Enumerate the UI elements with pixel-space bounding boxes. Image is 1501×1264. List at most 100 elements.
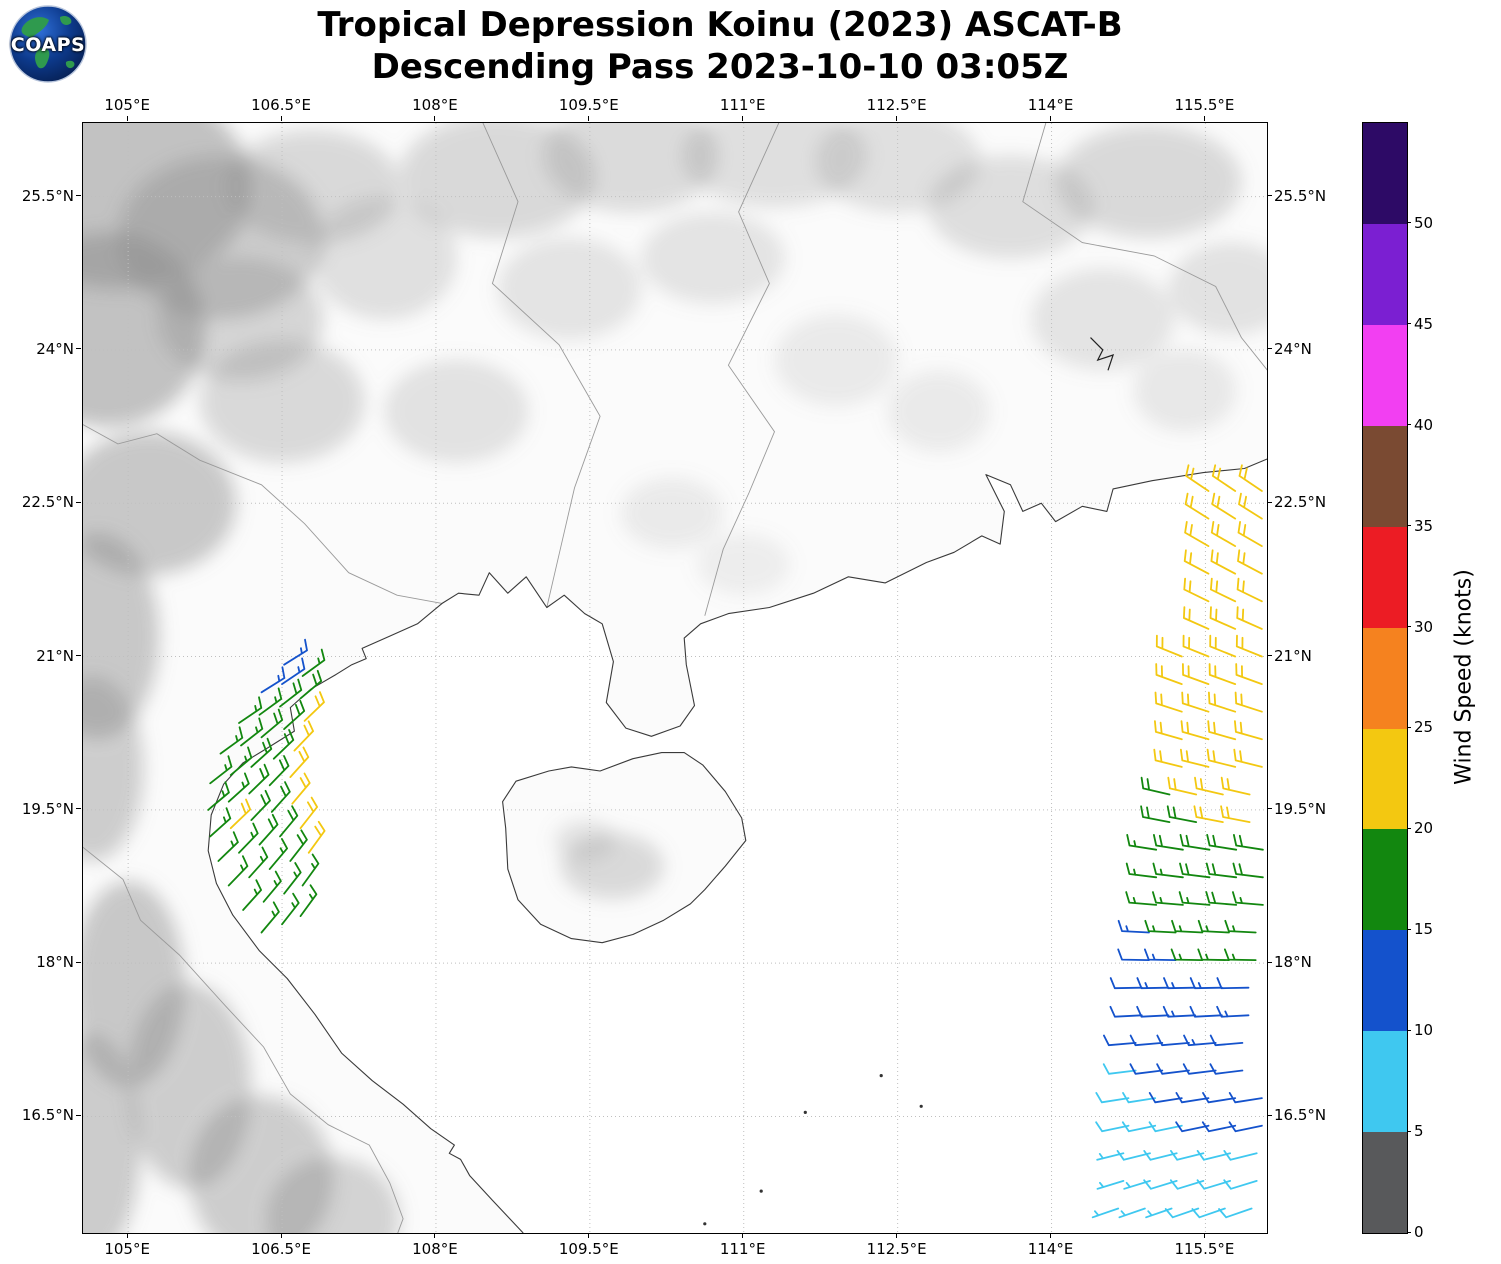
x-tick-label-top: 109.5°E: [558, 96, 619, 114]
wind-barb: [1156, 1063, 1190, 1075]
wind-barb: [303, 691, 325, 722]
grid-layer: [83, 123, 1267, 1233]
wind-barb: [1206, 834, 1238, 851]
colorbar-segment: [1363, 829, 1407, 931]
wind-barb: [1126, 834, 1158, 851]
x-tick-mark: [434, 1233, 436, 1238]
wind-barb: [238, 822, 259, 854]
coaps-logo-text: COAPS: [10, 34, 86, 56]
colorbar-tick-mark: [1407, 626, 1411, 628]
wind-barb: [262, 870, 282, 903]
coaps-logo: COAPS: [8, 4, 88, 84]
wind-barb: [307, 820, 326, 854]
wind-barb: [1144, 919, 1177, 934]
x-tick-mark: [1050, 116, 1052, 121]
y-tick-mark: [76, 1114, 81, 1116]
wind-barb: [1182, 1063, 1217, 1075]
wind-barb: [1152, 862, 1184, 879]
x-tick-mark: [742, 1233, 744, 1238]
wind-barb: [1211, 492, 1237, 520]
wind-barb: [250, 789, 271, 821]
wind-barb: [227, 772, 250, 803]
colorbar-tick-label: 35: [1414, 516, 1434, 535]
x-tick-label-bottom: 114°E: [1027, 1240, 1074, 1258]
y-tick-label-right: 21°N: [1274, 646, 1312, 665]
wind-barb: [1167, 776, 1198, 796]
wind-barb: [1162, 1005, 1197, 1018]
wind-barb: [299, 796, 318, 830]
wind-barb: [227, 855, 249, 887]
y-tick-mark: [1267, 1114, 1272, 1116]
wind-barb: [283, 638, 308, 666]
wind-barb: [1238, 464, 1263, 492]
colorbar-tick-mark: [1407, 726, 1411, 728]
wind-barb: [1210, 549, 1237, 575]
x-tick-mark: [1050, 1233, 1052, 1238]
wind-barb: [1182, 663, 1210, 685]
map-canvas: [83, 123, 1267, 1233]
y-tick-label-left: 18°N: [36, 953, 74, 972]
x-tick-label-top: 114°E: [1027, 96, 1074, 114]
colorbar-tick-label: 15: [1414, 920, 1434, 939]
wind-barb: [1210, 577, 1237, 603]
wind-barb: [1125, 862, 1158, 879]
wind-barb: [250, 737, 273, 768]
wind-barb: [1179, 862, 1211, 879]
wind-barb: [1197, 919, 1230, 934]
x-tick-mark: [742, 116, 744, 121]
wind-barb: [1205, 862, 1238, 879]
wind-barb: [299, 884, 318, 917]
wind-barb: [1155, 634, 1183, 658]
wind-barb: [270, 781, 291, 813]
y-tick-mark: [1267, 808, 1272, 810]
colorbar-segment: [1363, 627, 1407, 729]
wind-barb: [238, 696, 263, 724]
wind-barb: [1140, 776, 1171, 796]
wind-barb: [1183, 1034, 1217, 1047]
wind-barb: [1197, 948, 1230, 961]
x-tick-label-top: 106.5°E: [251, 96, 311, 114]
wind-barb: [1118, 1207, 1146, 1219]
y-tick-mark: [76, 655, 81, 657]
wind-barb: [1209, 606, 1237, 630]
wind-barb: [1091, 1207, 1120, 1219]
wind-barb: [1095, 1121, 1130, 1133]
wind-barb: [1122, 1092, 1157, 1104]
wind-barb: [291, 772, 311, 805]
wind-barb: [1228, 1092, 1263, 1104]
wind-barb: [209, 755, 233, 785]
x-tick-mark: [126, 116, 128, 121]
wind-barb: [1175, 1092, 1210, 1104]
wind-barb: [1224, 948, 1257, 961]
wind-barb: [1236, 577, 1263, 603]
wind-barb: [1175, 1121, 1210, 1133]
wind-barb: [1153, 748, 1183, 768]
wind-barb: [1208, 663, 1237, 685]
y-tick-label-left: 24°N: [36, 339, 74, 358]
wind-barb: [1189, 977, 1223, 990]
colorbar-segment: [1363, 526, 1407, 628]
y-tick-mark: [76, 961, 81, 963]
wind-barb: [1103, 1034, 1137, 1047]
coaps-globe-icon: [9, 5, 87, 83]
wind-barb: [279, 678, 303, 708]
colorbar: [1362, 122, 1408, 1234]
wind-barb: [1223, 1150, 1258, 1161]
colorbar-tick-mark: [1407, 424, 1411, 426]
wind-barb: [1209, 634, 1237, 658]
colorbar-tick-mark: [1407, 1029, 1411, 1031]
y-tick-label-left: 19.5°N: [21, 799, 74, 818]
wind-barb: [283, 862, 302, 895]
wind-barb: [1235, 663, 1263, 685]
wind-barb: [281, 657, 306, 685]
wind-barb: [1185, 464, 1210, 492]
wind-barb: [1236, 606, 1263, 630]
colorbar-tick-mark: [1407, 1231, 1411, 1233]
colorbar-segment: [1363, 425, 1407, 527]
wind-barb: [1109, 977, 1143, 990]
x-tick-label-top: 112.5°E: [866, 96, 927, 114]
wind-barb: [248, 846, 269, 879]
x-tick-mark: [1203, 1233, 1205, 1238]
wind-barb: [1202, 1092, 1237, 1104]
